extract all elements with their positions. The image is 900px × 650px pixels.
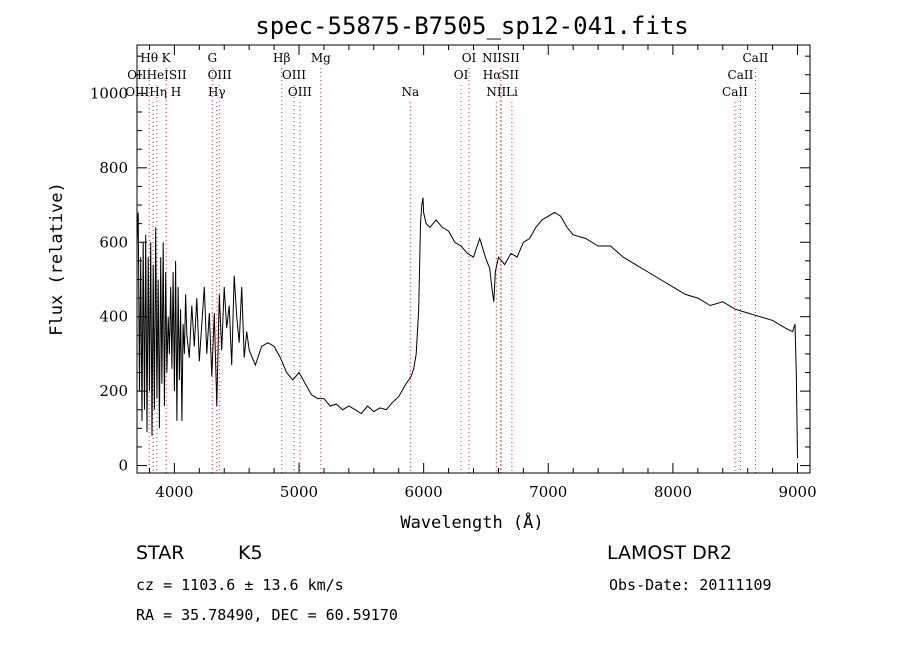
y-tick-label: 800 (99, 159, 128, 177)
subclass: K5 (238, 542, 263, 564)
y-tick-label: 1000 (90, 84, 128, 102)
y-tick-label: 600 (99, 233, 128, 251)
spectral-line-label: OI (454, 68, 469, 82)
obs-date: Obs-Date: 20111109 (609, 576, 772, 594)
spectral-line-label: Hγ (208, 85, 226, 99)
plot-frame (136, 44, 811, 474)
spectrum-layer (136, 197, 798, 459)
spectral-line-label: CaII (728, 68, 754, 82)
y-tick-label: 0 (118, 457, 128, 475)
object-class: STAR (136, 542, 184, 564)
coordinates: RA = 35.78490, DEC = 60.59170 (136, 606, 398, 624)
spectral-line-label: OI (462, 51, 477, 65)
spectral-line-label: Na (401, 85, 419, 99)
x-axis-label: Wavelength (Å) (400, 511, 543, 533)
x-tick-label: 7000 (529, 483, 567, 501)
spectral-line-label: HαSII (483, 68, 520, 82)
spectral-line-label: Hθ (140, 51, 158, 65)
x-tick-label: 9000 (778, 483, 816, 501)
spectral-line-label: OIII (208, 68, 232, 82)
spectral-line-label: Hβ (273, 51, 290, 65)
chart-title: spec-55875-B7505_sp12-041.fits (255, 12, 688, 40)
spectral-line-label: OIII (282, 68, 306, 82)
spectrum-line (136, 197, 798, 459)
y-axis-label: Flux (relative) (47, 182, 67, 336)
spectral-line-label: CaII (722, 85, 748, 99)
spectral-line-label: CaII (742, 51, 768, 65)
spectral-line-label: OIII (288, 85, 312, 99)
x-tick-label: 6000 (405, 483, 443, 501)
cz-value: cz = 1103.6 ± 13.6 km/s (136, 576, 344, 594)
x-tick-label: 8000 (654, 483, 692, 501)
survey-label: LAMOST DR2 (607, 542, 732, 564)
x-tick-label: 5000 (280, 483, 318, 501)
spectral-line-label: OIIIHη H (125, 85, 181, 99)
spectral-line-labels: Hθ K G Hβ Mg OI NIISII CaII OIIHeISII OIII OIII OI H… (125, 51, 768, 99)
y-tick-label: 200 (99, 382, 128, 400)
x-tick-label: 4000 (155, 483, 193, 501)
spectral-line-label: NIISII (482, 51, 520, 65)
axis-ticks: 4000 5000 6000 7000 8000 9000 0 200 400 600 800 100… (90, 45, 817, 501)
spectral-line-label: K (162, 51, 172, 65)
spectral-line-markers (148, 68, 756, 473)
spectral-line-label: G (207, 51, 217, 65)
info-block: STAR K5 LAMOST DR2 cz = 1103.6 ± 13.6 km… (136, 542, 772, 624)
spectral-line-label: OIIHeISII (127, 68, 187, 82)
spectral-line-label: Mg (311, 51, 331, 65)
spectral-line-label: Li (506, 85, 518, 99)
y-tick-label: 400 (99, 308, 128, 326)
spectral-line-label: NII (486, 85, 506, 99)
